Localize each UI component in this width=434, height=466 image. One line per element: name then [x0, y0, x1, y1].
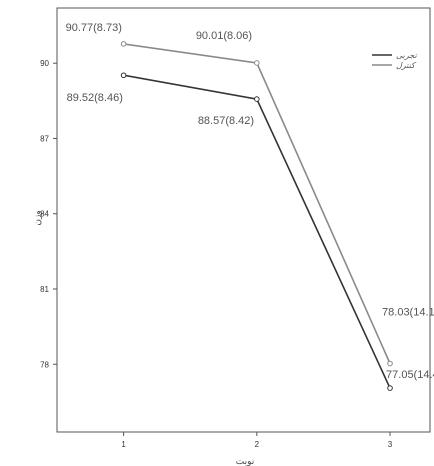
- x-axis-title: نوبت: [236, 456, 255, 466]
- y-tick-label: 78: [40, 360, 49, 369]
- y-axis-title: وزن: [32, 210, 43, 225]
- y-tick-label: 81: [40, 285, 49, 294]
- y-tick-label: 84: [40, 210, 49, 219]
- legend-label: کنترل: [396, 61, 417, 70]
- series-layer: [120, 41, 393, 391]
- plot-frame: [56, 7, 431, 433]
- data-point: [120, 41, 127, 47]
- data-label: 90.77(8.73): [66, 22, 122, 34]
- data-point: [254, 60, 260, 66]
- data-label: 90.01(8.06): [196, 30, 252, 42]
- data-point: [387, 360, 393, 367]
- axes: 78 81 84 87 90 1 2 3: [40, 7, 431, 449]
- x-tick-label: 1: [121, 440, 126, 449]
- data-label: 89.52(8.46): [67, 92, 123, 104]
- data-point: [120, 72, 127, 79]
- legend-label: تجربی: [396, 51, 417, 60]
- data-label: 88.57(8.42): [198, 115, 254, 127]
- y-tick-label: 90: [40, 59, 49, 68]
- data-label: 78.03(14.18): [382, 307, 434, 319]
- data-point: [254, 96, 260, 102]
- data-labels-layer: 89.52(8.46) 88.57(8.42) 77.05(14.44) 90.77(…: [66, 22, 434, 381]
- x-tick-label: 2: [255, 440, 260, 449]
- y-tick-label: 87: [40, 134, 49, 143]
- data-label: 77.05(14.44): [386, 369, 434, 381]
- x-tick-label: 3: [388, 440, 393, 449]
- data-point: [387, 385, 393, 391]
